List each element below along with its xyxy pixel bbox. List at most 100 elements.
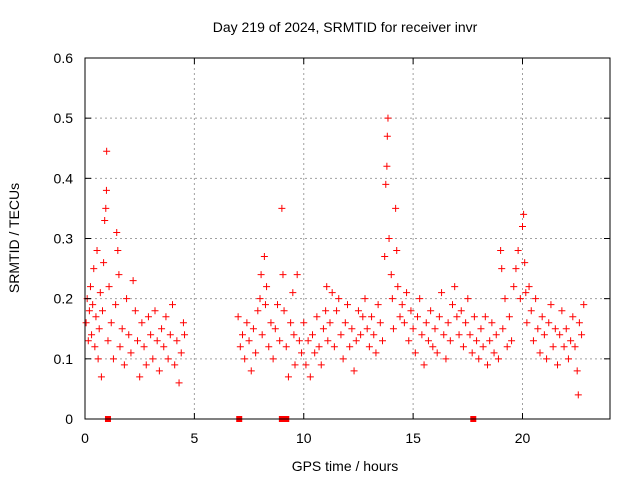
- data-point: [350, 367, 358, 375]
- data-point: [532, 295, 540, 303]
- data-point: [503, 343, 511, 351]
- data-point: [523, 319, 531, 327]
- data-point: [455, 331, 463, 339]
- data-point: [554, 361, 561, 369]
- data-point: [357, 331, 365, 339]
- data-point: [543, 355, 551, 363]
- data-point: [158, 325, 166, 333]
- data-point: [140, 343, 148, 351]
- data-point: [102, 204, 110, 212]
- data-point: [101, 216, 109, 224]
- data-point: [94, 355, 102, 363]
- data-point: [107, 319, 115, 327]
- data-point: [538, 313, 546, 321]
- data-point: [466, 331, 474, 339]
- data-point: [492, 331, 500, 339]
- data-point: [131, 307, 139, 315]
- data-point: [571, 343, 579, 351]
- data-point: [407, 307, 415, 315]
- data-point: [103, 147, 111, 155]
- data-point: [181, 331, 189, 339]
- data-point: [290, 331, 298, 339]
- data-point: [322, 307, 330, 315]
- data-point: [309, 331, 316, 339]
- data-point: [96, 289, 104, 297]
- data-point: [433, 349, 441, 357]
- y-tick-label: 0.2: [54, 291, 74, 307]
- data-point: [93, 247, 101, 255]
- data-point: [501, 295, 509, 303]
- data-point: [477, 325, 485, 333]
- data-point: [256, 295, 264, 303]
- data-point: [540, 331, 548, 339]
- data-point: [276, 337, 284, 345]
- data-point: [534, 325, 542, 333]
- y-tick-label: 0: [65, 411, 73, 427]
- data-point: [175, 379, 183, 387]
- data-point: [578, 331, 586, 339]
- data-point: [166, 331, 174, 339]
- data-point: [519, 222, 526, 230]
- data-point: [521, 259, 529, 267]
- data-point: [280, 307, 288, 315]
- y-axis-label: SRMTID / TECUs: [6, 183, 22, 293]
- data-point: [311, 349, 319, 357]
- data-point: [567, 337, 575, 345]
- data-point: [335, 295, 343, 303]
- data-point: [160, 343, 168, 351]
- data-point: [105, 283, 113, 291]
- data-point: [424, 337, 432, 345]
- data-point: [525, 283, 533, 291]
- data-point: [508, 337, 516, 345]
- data-point: [89, 301, 97, 309]
- data-point: [258, 331, 266, 339]
- data-point: [151, 307, 159, 315]
- x-tick-label: 20: [515, 430, 531, 446]
- data-point: [453, 313, 461, 321]
- data-point: [383, 132, 391, 140]
- data-point: [173, 337, 181, 345]
- data-point: [249, 325, 257, 333]
- data-point: [155, 367, 163, 375]
- data-point: [104, 337, 112, 345]
- data-point: [245, 337, 253, 345]
- x-tick-label: 0: [81, 430, 89, 446]
- data-point: [520, 210, 528, 218]
- data-point: [374, 301, 382, 309]
- data-point: [354, 307, 362, 315]
- data-point: [85, 307, 93, 315]
- data-point: [435, 313, 443, 321]
- data-point: [177, 349, 185, 357]
- data-point: [573, 367, 581, 375]
- x-axis-label: GPS time / hours: [292, 458, 399, 474]
- data-point: [569, 313, 577, 321]
- data-point: [510, 283, 518, 291]
- data-point: [352, 337, 360, 345]
- data-point: [547, 301, 555, 309]
- data-point: [389, 325, 397, 333]
- data-point: [414, 313, 421, 321]
- data-point: [142, 361, 150, 369]
- data-point: [516, 295, 524, 303]
- data-point: [403, 289, 411, 297]
- data-point: [179, 319, 187, 327]
- data-point: [438, 289, 446, 297]
- data-points: [82, 114, 588, 422]
- data-point: [442, 355, 450, 363]
- data-point: [514, 247, 522, 255]
- data-point: [365, 343, 373, 351]
- data-point: [459, 343, 467, 351]
- data-point: [475, 355, 483, 363]
- data-point: [481, 313, 489, 321]
- data-point: [291, 361, 299, 369]
- data-point: [449, 301, 456, 309]
- data-point: [479, 343, 487, 351]
- data-point: [527, 307, 535, 315]
- data-point: [120, 361, 128, 369]
- data-point: [405, 337, 413, 345]
- data-point: [385, 235, 393, 242]
- data-point: [278, 204, 286, 212]
- data-point: [562, 325, 570, 333]
